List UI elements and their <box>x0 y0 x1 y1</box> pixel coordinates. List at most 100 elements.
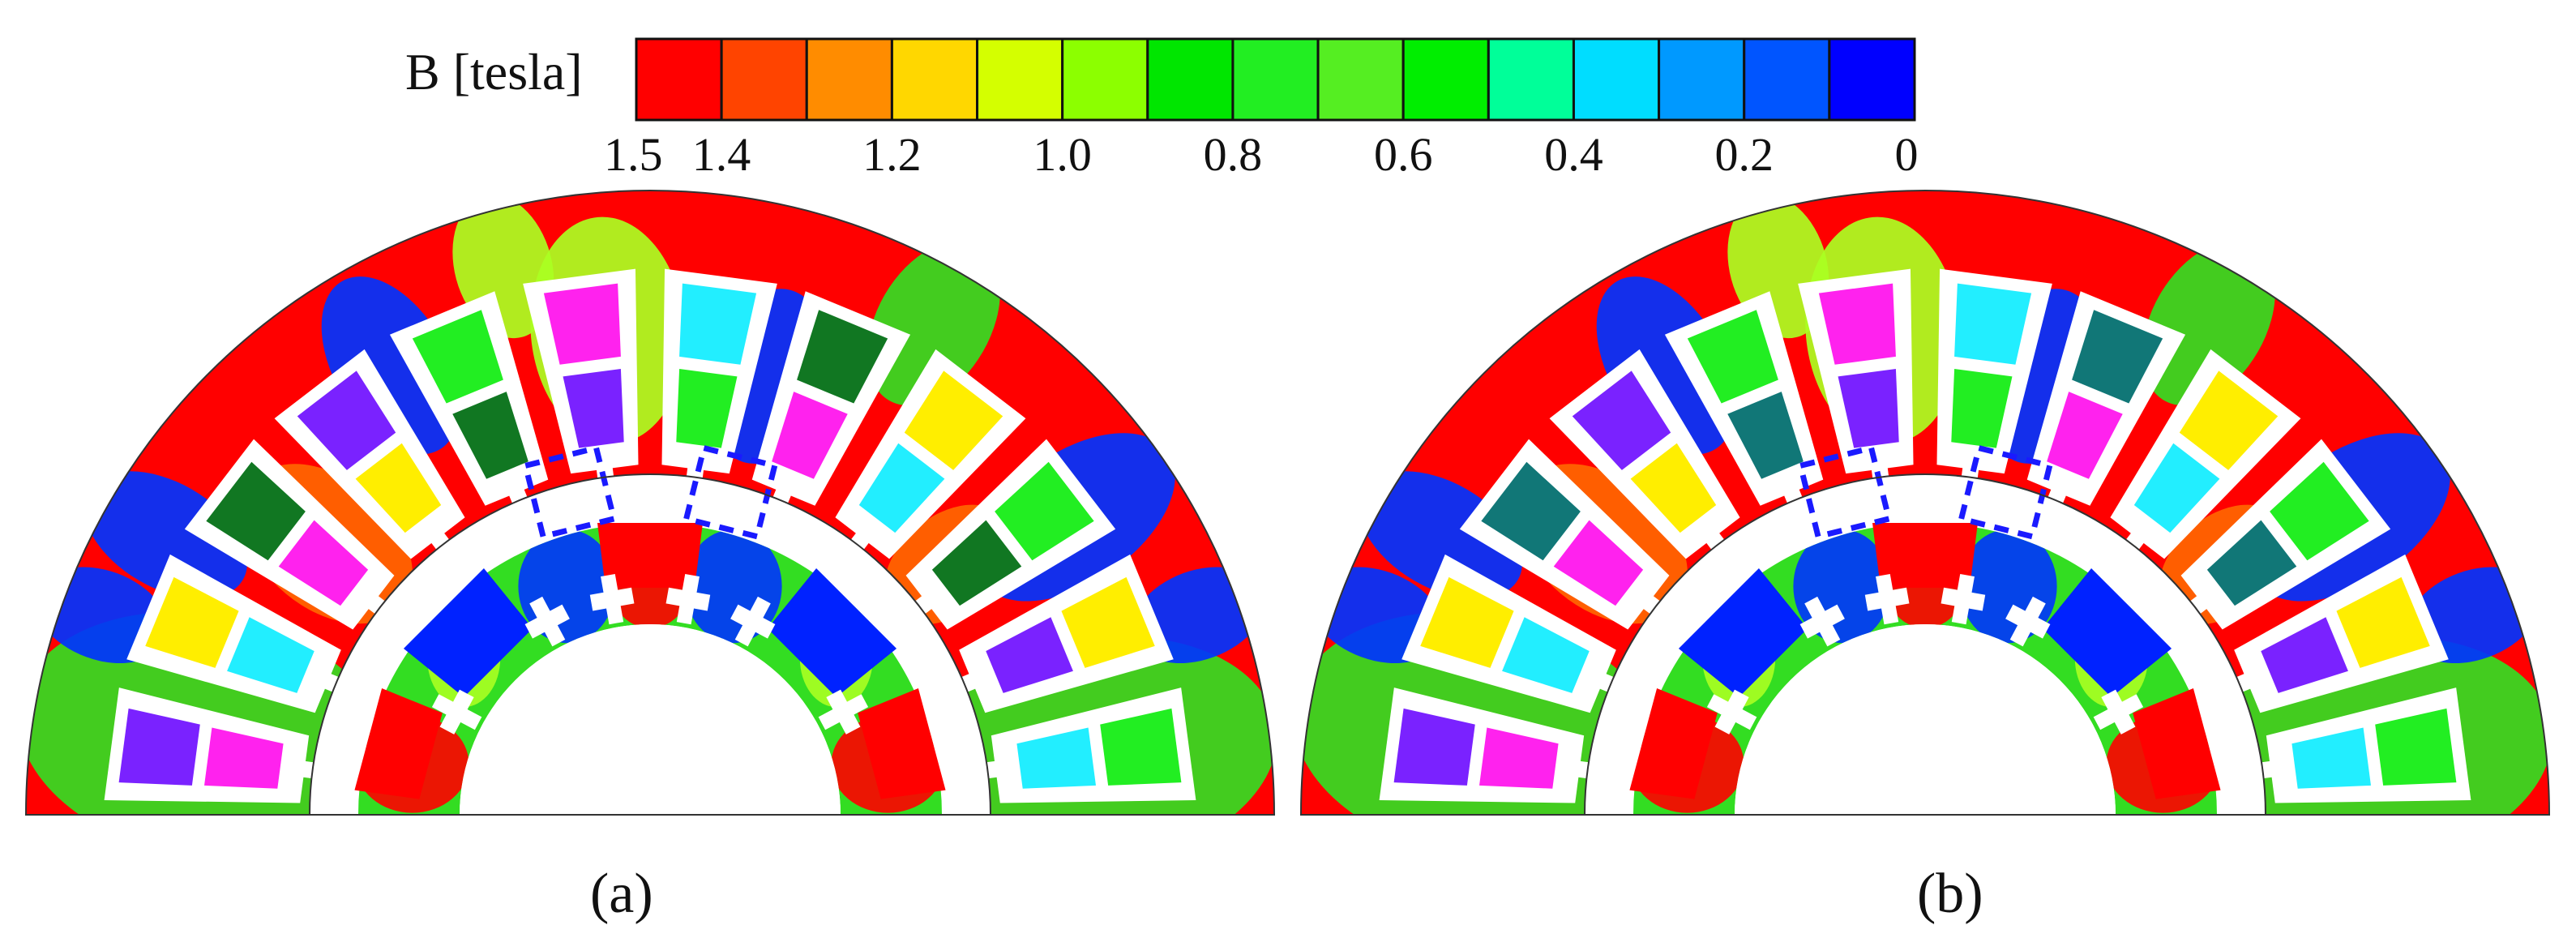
colorbar-label: B [tesla] <box>405 43 583 101</box>
colorbar-tick-label: 0.2 <box>1714 128 1774 181</box>
colorbar: B [tesla] 1.5 1.4 1.2 1.0 0.8 0.6 0.4 0.2 0 <box>405 37 1919 181</box>
coil <box>2072 310 2163 404</box>
slot-opening <box>366 593 388 617</box>
coil <box>2336 576 2430 668</box>
colorbar-swatch <box>1231 37 1320 122</box>
colorbar-swatch <box>1401 37 1490 122</box>
coil <box>858 443 945 533</box>
coil <box>1016 727 1096 789</box>
colorbar-tick-label: 0.6 <box>1374 128 1433 181</box>
colorbar-swatch <box>1146 37 1235 122</box>
flux-region <box>867 241 1000 406</box>
coil <box>1481 461 1581 561</box>
stator-slots <box>1379 268 2471 803</box>
coil <box>1061 576 1155 668</box>
coil <box>1502 617 1590 693</box>
panel-a <box>24 190 1276 816</box>
colorbar-tick-label: 1.2 <box>862 128 922 181</box>
coil <box>2179 370 2279 470</box>
rotor-notch <box>589 587 635 611</box>
colorbar-swatch <box>1061 37 1149 122</box>
stator-outline <box>1299 190 2551 816</box>
coil <box>2261 617 2348 693</box>
colorbar-tick-label: 0 <box>1895 128 1919 181</box>
slot-opening <box>429 530 452 553</box>
slot-opening <box>848 530 871 553</box>
coil <box>679 283 757 365</box>
coil <box>118 708 200 786</box>
slot-opening <box>2187 593 2210 617</box>
rotor-notch <box>665 587 711 611</box>
colorbar-swatch <box>1316 37 1405 122</box>
air-gap <box>310 474 991 815</box>
coil <box>1838 369 1899 448</box>
highlight-box <box>1797 444 1893 540</box>
coil <box>2047 392 2123 479</box>
stator-outline <box>24 190 1276 816</box>
slot-opening <box>1641 593 1663 617</box>
rotor-pole <box>1872 523 1978 588</box>
rotor-notch <box>826 689 861 735</box>
coil <box>452 392 528 479</box>
permanent-magnet <box>1678 568 1808 698</box>
rotor-pole <box>858 688 946 799</box>
colorbar-swatch <box>720 37 808 122</box>
panel-a-label: (a) <box>590 863 653 925</box>
coil <box>931 520 1022 606</box>
colorbar-ticks: 1.5 1.4 1.2 1.0 0.8 0.6 0.4 0.2 0 <box>604 128 1919 181</box>
coil <box>2291 727 2371 789</box>
coil <box>995 461 1094 561</box>
rotor-notch <box>730 604 776 639</box>
air-hole <box>2196 640 2219 663</box>
colorbar-swatch <box>890 37 979 122</box>
colorbar-swatch <box>1658 37 1746 122</box>
slot-opening <box>2123 530 2146 553</box>
panel-b <box>1299 190 2551 816</box>
rotor-pole <box>597 523 703 588</box>
coil <box>1727 392 1804 479</box>
rotor-notch <box>439 689 474 735</box>
coil <box>986 617 1073 693</box>
coil <box>543 283 621 365</box>
rotor-notch <box>524 604 570 639</box>
coil <box>227 617 315 693</box>
coil <box>278 520 369 606</box>
colorbar-tick-label: 1.5 <box>604 128 663 181</box>
colorbar-swatch <box>635 37 723 122</box>
coil <box>1951 369 2013 448</box>
coil <box>297 370 396 470</box>
rotor-notch <box>1941 587 1986 611</box>
coil <box>1572 370 1671 470</box>
colorbar-swatch <box>1743 37 1831 122</box>
rotor-notch <box>1799 604 1845 639</box>
shaft-bore <box>1735 624 2116 815</box>
shaft-bore <box>460 624 841 815</box>
coil <box>355 443 442 533</box>
coil <box>1630 443 1717 533</box>
rotor-pole <box>354 688 443 799</box>
coil <box>676 369 738 448</box>
coil <box>2375 708 2457 786</box>
air-hole <box>1631 640 1654 663</box>
highlight-box <box>1958 444 2053 540</box>
colorbar-tick-label: 1.4 <box>692 128 751 181</box>
flux-region <box>1132 567 1265 664</box>
coil <box>904 370 1003 470</box>
colorbar-swatch <box>1572 37 1661 122</box>
coil <box>1818 283 1896 365</box>
flux-region <box>1310 567 1444 664</box>
coil <box>1954 283 2032 365</box>
highlight-box <box>522 444 618 540</box>
colorbar-tick-label: 0.8 <box>1204 128 1263 181</box>
coil <box>206 461 306 561</box>
flux-region <box>2407 567 2540 664</box>
colorbar-swatch <box>976 37 1064 122</box>
coil <box>1100 708 1182 786</box>
colorbar-swatch <box>1828 37 1916 122</box>
colorbar-tick-label: 1.0 <box>1033 128 1092 181</box>
stator-slots <box>104 268 1196 803</box>
coil <box>797 310 888 404</box>
coil <box>1479 727 1559 789</box>
coil <box>563 369 624 448</box>
coil <box>2270 461 2369 561</box>
